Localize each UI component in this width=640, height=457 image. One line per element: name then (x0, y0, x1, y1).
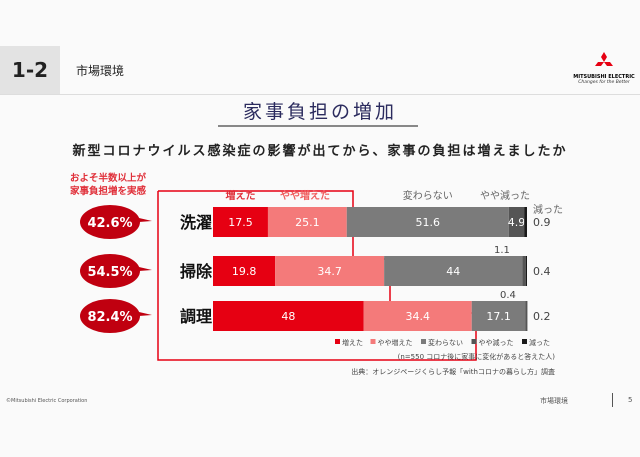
column-header: 減った (533, 203, 563, 216)
bar-segment (213, 301, 364, 331)
source-note: 出典：オレンジページくらし予報「withコロナの暮らし方」調査 (351, 367, 555, 376)
title-underline (218, 125, 418, 127)
bar-segment (384, 256, 523, 286)
total-increase-label: 54.5% (87, 265, 132, 280)
logo-line2: ELECTRIC (608, 74, 635, 80)
bar-value-label: 25.1 (295, 216, 320, 229)
column-header: やや減った (480, 189, 530, 202)
bar-value-label: 17.1 (486, 310, 511, 323)
bar-segment (363, 301, 472, 331)
bar-segment (275, 256, 385, 286)
bar-segment (213, 256, 276, 286)
category-label: 洗濯 (180, 213, 212, 232)
page-title: 家事負担の増加 (242, 101, 397, 123)
survey-question: 新型コロナウイルス感染症の影響が出てから、家事の負担は増えましたか (72, 144, 568, 159)
bar-value-label: 34.7 (317, 265, 342, 278)
sample-note: (n=550 コロナ後に家事に変化があると答えた人) (398, 352, 556, 361)
legend-label: やや減った (479, 338, 514, 347)
slightly-decreased-label: 0.4 (500, 290, 516, 301)
bar-value-label: 17.5 (228, 216, 253, 229)
logo-tagline: Changes for the Better (578, 80, 630, 85)
bar-segment (213, 207, 268, 237)
section-number: 1-2 (0, 46, 60, 94)
legend-swatch (471, 339, 477, 344)
column-header: 変わらない (403, 189, 453, 202)
callout-line2: 家事負担増を実感 (70, 186, 147, 197)
bar-segment (522, 256, 526, 286)
decreased-value-label: 0.2 (533, 310, 551, 323)
legend-label: やや増えた (378, 338, 413, 347)
column-header: やや増えた (280, 189, 330, 202)
legend-swatch (421, 339, 426, 344)
total-bubble (80, 205, 140, 239)
bar-value-label: 19.8 (232, 265, 257, 278)
total-bubble (80, 299, 140, 333)
legend-swatch (370, 339, 376, 344)
bar-value-label: 34.4 (405, 310, 430, 323)
three-diamonds-icon (595, 52, 613, 66)
bar-value-label: 4.9 (508, 216, 526, 229)
decreased-value-label: 0.9 (533, 216, 551, 229)
callout: およそ半数以上が 家事負担増を実感 (70, 172, 146, 198)
bar-segment (524, 207, 527, 237)
legend-label: 減った (529, 338, 550, 347)
footer-divider (612, 393, 613, 407)
page-number: 5 (628, 396, 633, 404)
bar-segment (471, 301, 526, 331)
header-divider (0, 94, 640, 95)
legend-swatch (335, 339, 340, 344)
bar-value-label: 44 (446, 265, 460, 278)
bar-segment (508, 207, 525, 237)
footer-section: 市場環境 (540, 397, 568, 405)
category-label: 調理 (180, 307, 212, 326)
bubble-pointer (139, 312, 152, 316)
bar-segment (525, 301, 527, 331)
bar-segment (346, 207, 509, 237)
total-bubble (80, 254, 140, 288)
mitsubishi-logo: MITSUBISHI ELECTRIC Changes for the Bett… (572, 52, 636, 85)
callout-line1: およそ半数以上が (70, 173, 147, 184)
logo-line1: MITSUBISHI (573, 74, 607, 80)
bar-value-label: 48 (281, 310, 295, 323)
bubble-pointer (139, 267, 152, 271)
category-label: 掃除 (180, 262, 213, 281)
bubble-pointer (139, 218, 152, 222)
legend-swatch (522, 339, 527, 344)
total-increase-label: 42.6% (87, 216, 132, 231)
slightly-decreased-label: 1.1 (494, 245, 510, 256)
section-title: 市場環境 (76, 64, 125, 78)
bar-segment (526, 301, 528, 331)
total-increase-label: 82.4% (87, 310, 132, 325)
copyright: ©Mitsubishi Electric Corporation (6, 398, 88, 404)
bar-value-label: 51.6 (416, 216, 441, 229)
legend-label: 変わらない (428, 338, 463, 347)
decreased-value-label: 0.4 (533, 265, 551, 278)
bar-segment (525, 256, 527, 286)
bar-segment (267, 207, 347, 237)
legend-label: 増えた (342, 338, 363, 347)
column-header: 増えた (225, 189, 255, 202)
